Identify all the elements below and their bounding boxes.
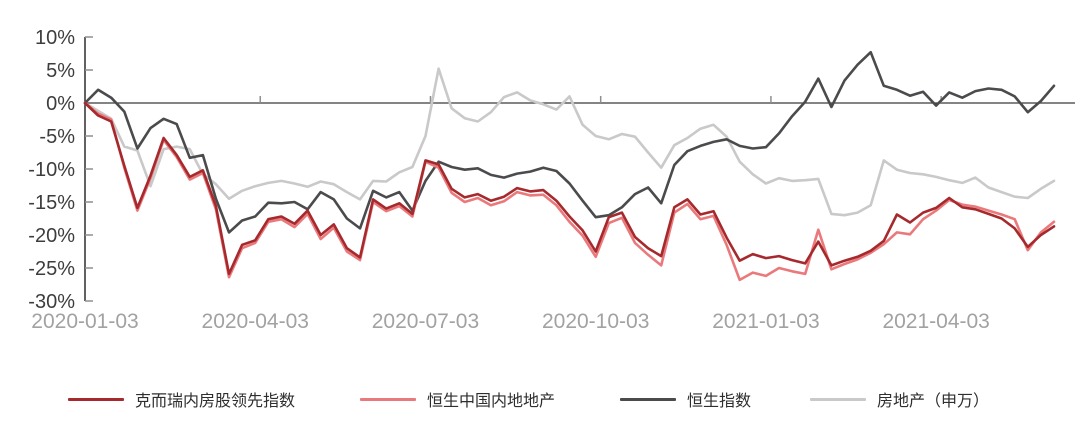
series-line-3: [83, 67, 1056, 217]
legend-line-swatch-light-gray-icon: [810, 397, 866, 401]
legend-line-swatch-dark-gray-icon: [620, 397, 676, 401]
legend-item-hang-seng-mainland-properties: 恒生中国内地地产: [360, 384, 555, 414]
legend-label: 恒生指数: [687, 393, 752, 410]
x-tick-label: 2020-01-03: [31, 310, 138, 333]
x-axis: 2020-01-03 2020-04-03 2020-07-03 2020-10-03…: [31, 96, 1075, 333]
x-tick-label: 2020-07-03: [372, 310, 479, 333]
x-tick-label: 2020-10-03: [542, 310, 649, 333]
series-line-2: [83, 50, 1056, 234]
y-tick-label: 5%: [46, 60, 75, 82]
y-tick-label: 10%: [35, 27, 75, 49]
x-tick-label: 2021-01-03: [712, 310, 819, 333]
legend-item-hang-seng-index: 恒生指数: [620, 384, 751, 414]
legend-label: 恒生中国内地地产: [427, 393, 556, 410]
series-line-0: [83, 101, 1056, 276]
x-tick-label: 2020-04-03: [202, 310, 309, 333]
y-tick-label: -10%: [28, 159, 75, 181]
y-tick-label: -25%: [28, 258, 75, 280]
y-tick-label: -20%: [28, 225, 75, 247]
y-tick-label: -15%: [28, 192, 75, 214]
legend-line-swatch-dark-red-icon: [68, 397, 124, 401]
legend-line-swatch-pink-icon: [360, 397, 416, 401]
legend-label: 房地产（申万）: [877, 393, 990, 410]
y-tick-label: -30%: [28, 291, 75, 313]
x-tick-label: 2021-04-03: [882, 310, 989, 333]
legend-item-cric-mainland-property-leading-index: 克而瑞内房股领先指数: [68, 384, 295, 414]
legend-item-real-estate-shenwan: 房地产（申万）: [810, 384, 989, 414]
legend-label: 克而瑞内房股领先指数: [135, 393, 296, 410]
chart-legend: 克而瑞内房股领先指数 恒生中国内地地产 恒生指数 房地产（申万）: [0, 384, 1080, 414]
y-tick-label: -5%: [39, 126, 75, 148]
y-axis: 10% 5% 0% -5% -10% -15% -20% -25% -30%: [28, 27, 93, 313]
series-line-1: [83, 101, 1056, 282]
y-tick-label: 0%: [46, 93, 75, 115]
